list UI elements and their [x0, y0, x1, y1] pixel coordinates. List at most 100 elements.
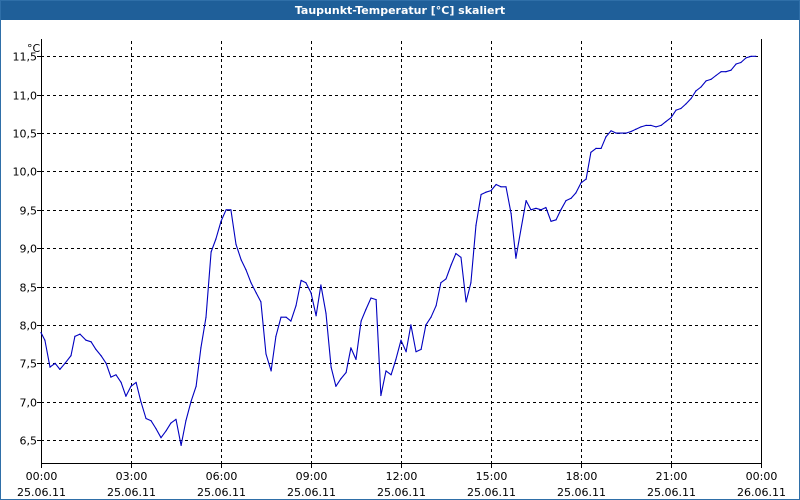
data-point: [385, 370, 387, 372]
y-tick-label: 11,0: [13, 90, 38, 103]
data-point: [460, 256, 462, 258]
data-point: [670, 117, 672, 119]
data-point: [44, 339, 46, 341]
data-point: [350, 347, 352, 349]
data-point: [410, 324, 412, 326]
data-point: [175, 418, 177, 420]
data-point: [585, 178, 587, 180]
y-tick-label: 7,0: [20, 397, 38, 410]
data-point: [600, 147, 602, 149]
data-point: [440, 282, 442, 284]
y-tick-label: 8,5: [20, 282, 38, 295]
data-point: [425, 324, 427, 326]
data-point: [650, 124, 652, 126]
data-point: [310, 292, 312, 294]
data-point: [220, 220, 222, 222]
data-point: [680, 107, 682, 110]
x-tick-label-time: 15:00: [476, 470, 508, 483]
data-point: [180, 444, 182, 446]
x-tick-label-time: 09:00: [296, 470, 328, 483]
data-point: [605, 136, 607, 138]
data-point: [545, 206, 547, 209]
data-point: [685, 103, 687, 105]
data-point: [285, 316, 287, 318]
data-point: [295, 305, 297, 307]
data-point: [315, 315, 317, 317]
data-point: [130, 385, 132, 387]
data-point: [215, 238, 217, 240]
data-point: [640, 126, 642, 128]
data-point: [155, 427, 157, 430]
y-tick-label: 9,5: [20, 205, 38, 218]
data-point: [250, 282, 252, 284]
data-point: [570, 197, 572, 199]
data-point: [90, 341, 92, 343]
data-point: [300, 279, 302, 281]
data-point: [495, 183, 497, 186]
y-unit-label: °C: [27, 42, 41, 55]
data-point: [710, 78, 712, 80]
data-point: [730, 69, 732, 71]
y-tick-label: 11,5: [13, 51, 38, 64]
x-tick-label-date: 25.06.11: [557, 486, 606, 499]
data-point: [705, 80, 707, 82]
data-point: [85, 339, 87, 341]
x-tick-label-date: 25.06.11: [467, 486, 516, 499]
data-point: [275, 335, 277, 337]
data-point: [475, 224, 477, 226]
data-point: [510, 213, 512, 215]
data-point: [655, 126, 657, 128]
data-point: [64, 362, 66, 364]
x-tick-label-date: 25.06.11: [107, 486, 156, 499]
y-tick-label: 10,0: [13, 166, 38, 179]
x-tick-label-date: 25.06.11: [197, 486, 246, 499]
data-point: [415, 351, 417, 353]
data-point: [480, 193, 482, 196]
data-point: [435, 305, 437, 307]
data-point: [225, 209, 227, 211]
data-point: [675, 109, 677, 111]
x-tick-label-time: 18:00: [566, 470, 598, 483]
data-point: [740, 61, 742, 64]
data-point: [100, 355, 102, 357]
data-point: [120, 381, 122, 383]
data-point: [500, 186, 502, 188]
data-point: [700, 86, 702, 88]
data-point: [105, 362, 107, 364]
data-point: [245, 269, 247, 271]
data-point: [620, 132, 622, 134]
data-point: [735, 63, 737, 65]
data-point: [345, 371, 347, 374]
data-point: [725, 71, 727, 73]
data-point: [615, 132, 617, 134]
grid-lines: [41, 41, 761, 463]
axes: [37, 39, 762, 468]
y-tick-label: 9,0: [20, 243, 38, 256]
data-point: [660, 124, 662, 126]
data-point: [515, 257, 517, 259]
data-point: [330, 366, 332, 368]
data-point: [320, 284, 322, 286]
data-point: [240, 259, 242, 261]
y-tick-label: 7,5: [20, 358, 38, 371]
dewpoint-line-chart: 6,5 7,0 7,5 8,0 8,5 9,0 9,5 10,0 10,5 11,0 11,5 00:…: [13, 39, 786, 500]
data-point: [305, 282, 307, 284]
data-point: [690, 97, 692, 100]
x-tick-label-time: 00:00: [26, 470, 58, 483]
x-tick-label-time: 12:00: [386, 470, 418, 483]
data-point: [645, 124, 647, 126]
data-point: [210, 251, 212, 253]
data-point: [525, 200, 527, 202]
data-point: [430, 316, 432, 318]
data-point: [390, 374, 392, 376]
data-point: [115, 374, 117, 376]
data-point: [255, 292, 257, 294]
data-point: [280, 316, 282, 318]
data-point: [520, 228, 522, 230]
data-point: [135, 381, 137, 383]
data-point: [325, 312, 327, 314]
data-point: [630, 130, 632, 133]
data-point: [290, 320, 292, 322]
tick-labels: 6,5 7,0 7,5 8,0 8,5 9,0 9,5 10,0 10,5 11,0 11,5 00:…: [13, 51, 786, 500]
data-point: [580, 182, 582, 184]
